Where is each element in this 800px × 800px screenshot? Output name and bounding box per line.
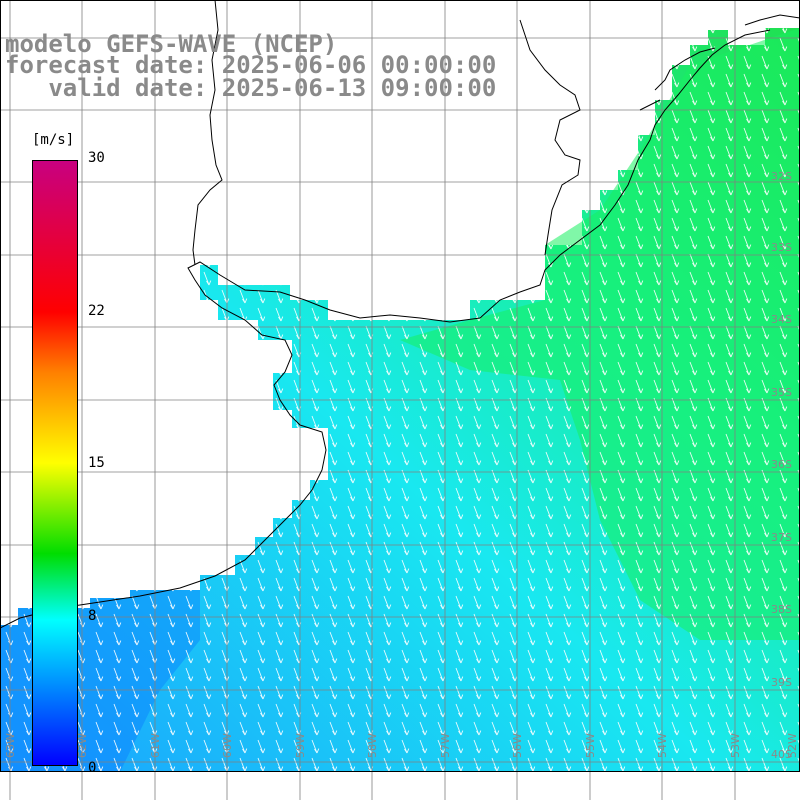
lat-label: 38S	[771, 603, 792, 616]
colorbar-tick: 22	[88, 303, 105, 319]
lat-label: 40S	[771, 748, 792, 761]
colorbar-tick: 30	[88, 150, 105, 166]
lon-label: 58W	[366, 733, 379, 758]
lat-label: 35S	[771, 386, 792, 399]
lat-label: 33S	[771, 241, 792, 254]
lon-label: 59W	[294, 733, 307, 758]
latitude-labels: 32S 33S 34S 35S 36S 37S 38S 39S 40S	[771, 170, 792, 761]
longitude-labels: 63W 62W 61W 60W 59W 58W 57W 56W 55W 54W …	[4, 733, 799, 758]
lat-label: 39S	[771, 676, 792, 689]
lat-label: 37S	[771, 531, 792, 544]
lon-label: 52W	[786, 733, 799, 758]
colorbar	[32, 160, 78, 766]
lon-label: 60W	[221, 733, 234, 758]
colorbar-tick: 15	[88, 455, 105, 471]
lat-label: 32S	[771, 170, 792, 183]
lon-label: 54W	[656, 733, 669, 758]
lon-label: 53W	[729, 733, 742, 758]
lon-label: 61W	[149, 733, 162, 758]
colorbar-tick: 8	[88, 608, 97, 624]
lon-label: 56W	[511, 733, 524, 758]
colorbar-tick: 0	[88, 760, 97, 776]
forecast-date: forecast date: 2025-06-06 00:00:00	[5, 51, 497, 79]
lat-label: 34S	[771, 313, 792, 326]
valid-date: valid date: 2025-06-13 09:00:00	[5, 74, 497, 102]
lon-label: 55W	[584, 733, 597, 758]
model-title: modelo GEFS-WAVE (NCEP)	[5, 30, 338, 58]
lon-label: 62W	[76, 733, 89, 758]
lon-label: 63W	[4, 733, 17, 758]
colorbar-unit: [m/s]	[32, 132, 75, 148]
lon-label: 57W	[439, 733, 452, 758]
coastline	[0, 0, 800, 629]
lat-label: 36S	[771, 458, 792, 471]
